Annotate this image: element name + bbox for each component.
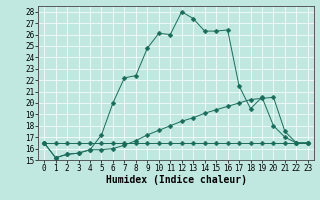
- X-axis label: Humidex (Indice chaleur): Humidex (Indice chaleur): [106, 175, 246, 185]
